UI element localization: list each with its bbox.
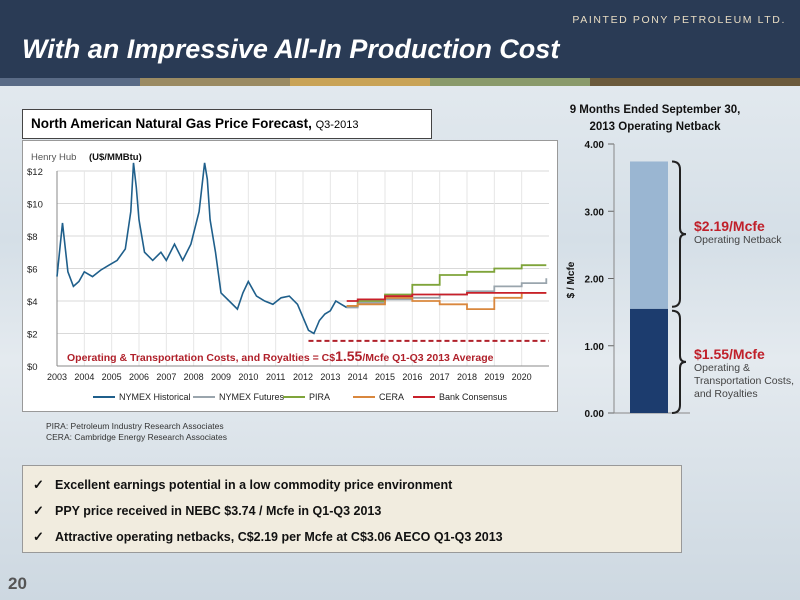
price-x-tick-label: 2013: [320, 372, 340, 382]
price-chart: Henry Hub (U$/MMBtu) 2003 2004 2005 2006 200…: [22, 140, 558, 412]
price-series-line-cera: [346, 292, 547, 310]
netback-title-line1: 9 Months Ended September 30,: [569, 104, 741, 116]
price-y-tick-label: $10: [27, 200, 43, 211]
price-chart-svg: Henry Hub (U$/MMBtu) 2003 2004 2005 2006 200…: [27, 152, 549, 402]
price-x-tick-label: 2015: [375, 372, 395, 382]
netback-bar-segment: [630, 161, 668, 309]
header-band-segment: [590, 78, 800, 86]
checkmark-icon: ✓: [33, 477, 44, 492]
price-y-tick-label: $12: [27, 167, 43, 178]
key-point-text: PPY price received in NEBC $3.74 / Mcfe …: [55, 504, 382, 518]
slide-title: With an Impressive All-In Production Cos…: [22, 34, 560, 64]
legend-label: NYMEX Historical: [119, 392, 191, 402]
price-x-tick-label: 2016: [402, 372, 422, 382]
netback-y-tick-label: 1.00: [585, 342, 605, 353]
price-y-tick-label: $2: [27, 330, 38, 341]
cost-annotation-suffix: /Mcfe Q1-Q3 2013 Average: [362, 352, 493, 364]
price-x-tick-label: 2005: [102, 372, 122, 382]
source-pira: PIRA: Petroleum Industry Research Associ…: [46, 421, 224, 431]
netback-y-tick-label: 2.00: [585, 275, 605, 286]
price-y-tick-label: $6: [27, 265, 38, 276]
price-x-tick-label: 2009: [211, 372, 231, 382]
key-point-text: Attractive operating netbacks, C$2.19 pe…: [55, 530, 503, 544]
chart-sources: PIRA: Petroleum Industry Research Associ…: [46, 421, 227, 443]
netback-y-tick-label: 3.00: [585, 207, 605, 218]
netback-upper-label: Operating Netback: [694, 234, 782, 246]
netback-bar-segment: [630, 308, 668, 413]
header-band-segment: [430, 78, 590, 86]
price-y-tick-label: $0: [27, 362, 38, 373]
header-band-segment: [140, 78, 290, 86]
units-label: (U$/MMBtu): [89, 152, 142, 163]
cost-annotation-value: 1.55: [335, 348, 362, 364]
company-name: PAINTED PONY PETROLEUM LTD.: [572, 14, 786, 26]
netback-chart-svg: $ / Mcfe 0.00 1.00 2.00 3.00 4.00: [566, 140, 690, 420]
legend-label: CERA: [379, 392, 404, 402]
header-band-segment: [0, 78, 140, 86]
price-series-line-bank-consensus: [346, 292, 547, 302]
price-chart-title-main: North American Natural Gas Price Forecas…: [31, 116, 312, 131]
netback-lower-label-1: Operating &: [694, 362, 751, 374]
price-chart-title: North American Natural Gas Price Forecas…: [22, 109, 432, 139]
netback-upper-annotation: $2.19/Mcfe Operating Netback: [694, 218, 782, 247]
price-y-tick-label: $8: [27, 232, 38, 243]
netback-title-line2: 2013 Operating Netback: [589, 121, 721, 133]
netback-lower-label-3: and Royalties: [694, 388, 758, 400]
price-x-tick-label: 2004: [74, 372, 94, 382]
price-y-tick-label: $4: [27, 297, 38, 308]
netback-lower-label-2: Transportation Costs,: [694, 375, 794, 387]
netback-y-tick-label: 4.00: [585, 140, 605, 151]
slide-header: PAINTED PONY PETROLEUM LTD. With an Impr…: [0, 0, 800, 78]
price-series-line-nymex-historical: [56, 162, 348, 335]
price-chart-title-sub: Q3-2013: [315, 119, 359, 131]
price-x-tick-label: 2011: [266, 372, 285, 382]
key-point-text: Excellent earnings potential in a low co…: [55, 478, 453, 492]
key-point-2: ✓ PPY price received in NEBC $3.74 / Mcfe…: [33, 498, 671, 524]
price-x-tick-label: 2006: [129, 372, 149, 382]
netback-y-tick-label: 0.00: [585, 409, 605, 420]
source-cera: CERA: Cambridge Energy Research Associat…: [46, 432, 227, 442]
netback-lower-value: $1.55/Mcfe: [694, 346, 765, 362]
price-x-tick-label: 2008: [184, 372, 204, 382]
price-x-tick-label: 2018: [457, 372, 477, 382]
cost-annotation-text: Operating & Transportation Costs, and Ro…: [67, 348, 494, 364]
key-point-3: ✓ Attractive operating netbacks, C$2.19 p…: [33, 524, 671, 550]
price-x-tick-label: 2019: [484, 372, 504, 382]
checkmark-icon: ✓: [33, 529, 44, 544]
netback-lower-annotation: $1.55/Mcfe Operating & Transportation Co…: [694, 346, 794, 401]
price-x-tick-label: 2014: [348, 372, 368, 382]
key-points: ✓ Excellent earnings potential in a low c…: [22, 465, 682, 553]
header-band-segment: [290, 78, 430, 86]
cost-annotation-prefix: Operating & Transportation Costs, and Ro…: [67, 352, 335, 364]
price-x-tick-label: 2003: [47, 372, 67, 382]
henry-hub-label: Henry Hub: [31, 152, 76, 163]
page-number: 20: [8, 574, 27, 593]
price-x-tick-label: 2007: [156, 372, 176, 382]
key-point-1: ✓ Excellent earnings potential in a low c…: [33, 472, 671, 498]
netback-lower-brace: [671, 309, 687, 414]
price-x-tick-label: 2010: [238, 372, 258, 382]
netback-upper-value: $2.19/Mcfe: [694, 218, 765, 234]
legend-label: Bank Consensus: [439, 392, 508, 402]
legend-label: NYMEX Futures: [219, 392, 285, 402]
netback-upper-brace: [671, 160, 687, 308]
checkmark-icon: ✓: [33, 503, 44, 518]
price-x-tick-label: 2012: [293, 372, 313, 382]
legend-label: PIRA: [309, 392, 330, 402]
netback-axis-label: $ / Mcfe: [566, 261, 577, 298]
price-series-line-pira: [346, 264, 547, 307]
price-x-tick-label: 2017: [430, 372, 450, 382]
netback-chart-title: 9 Months Ended September 30, 2013 Operat…: [540, 102, 770, 136]
price-x-tick-label: 2020: [512, 372, 532, 382]
